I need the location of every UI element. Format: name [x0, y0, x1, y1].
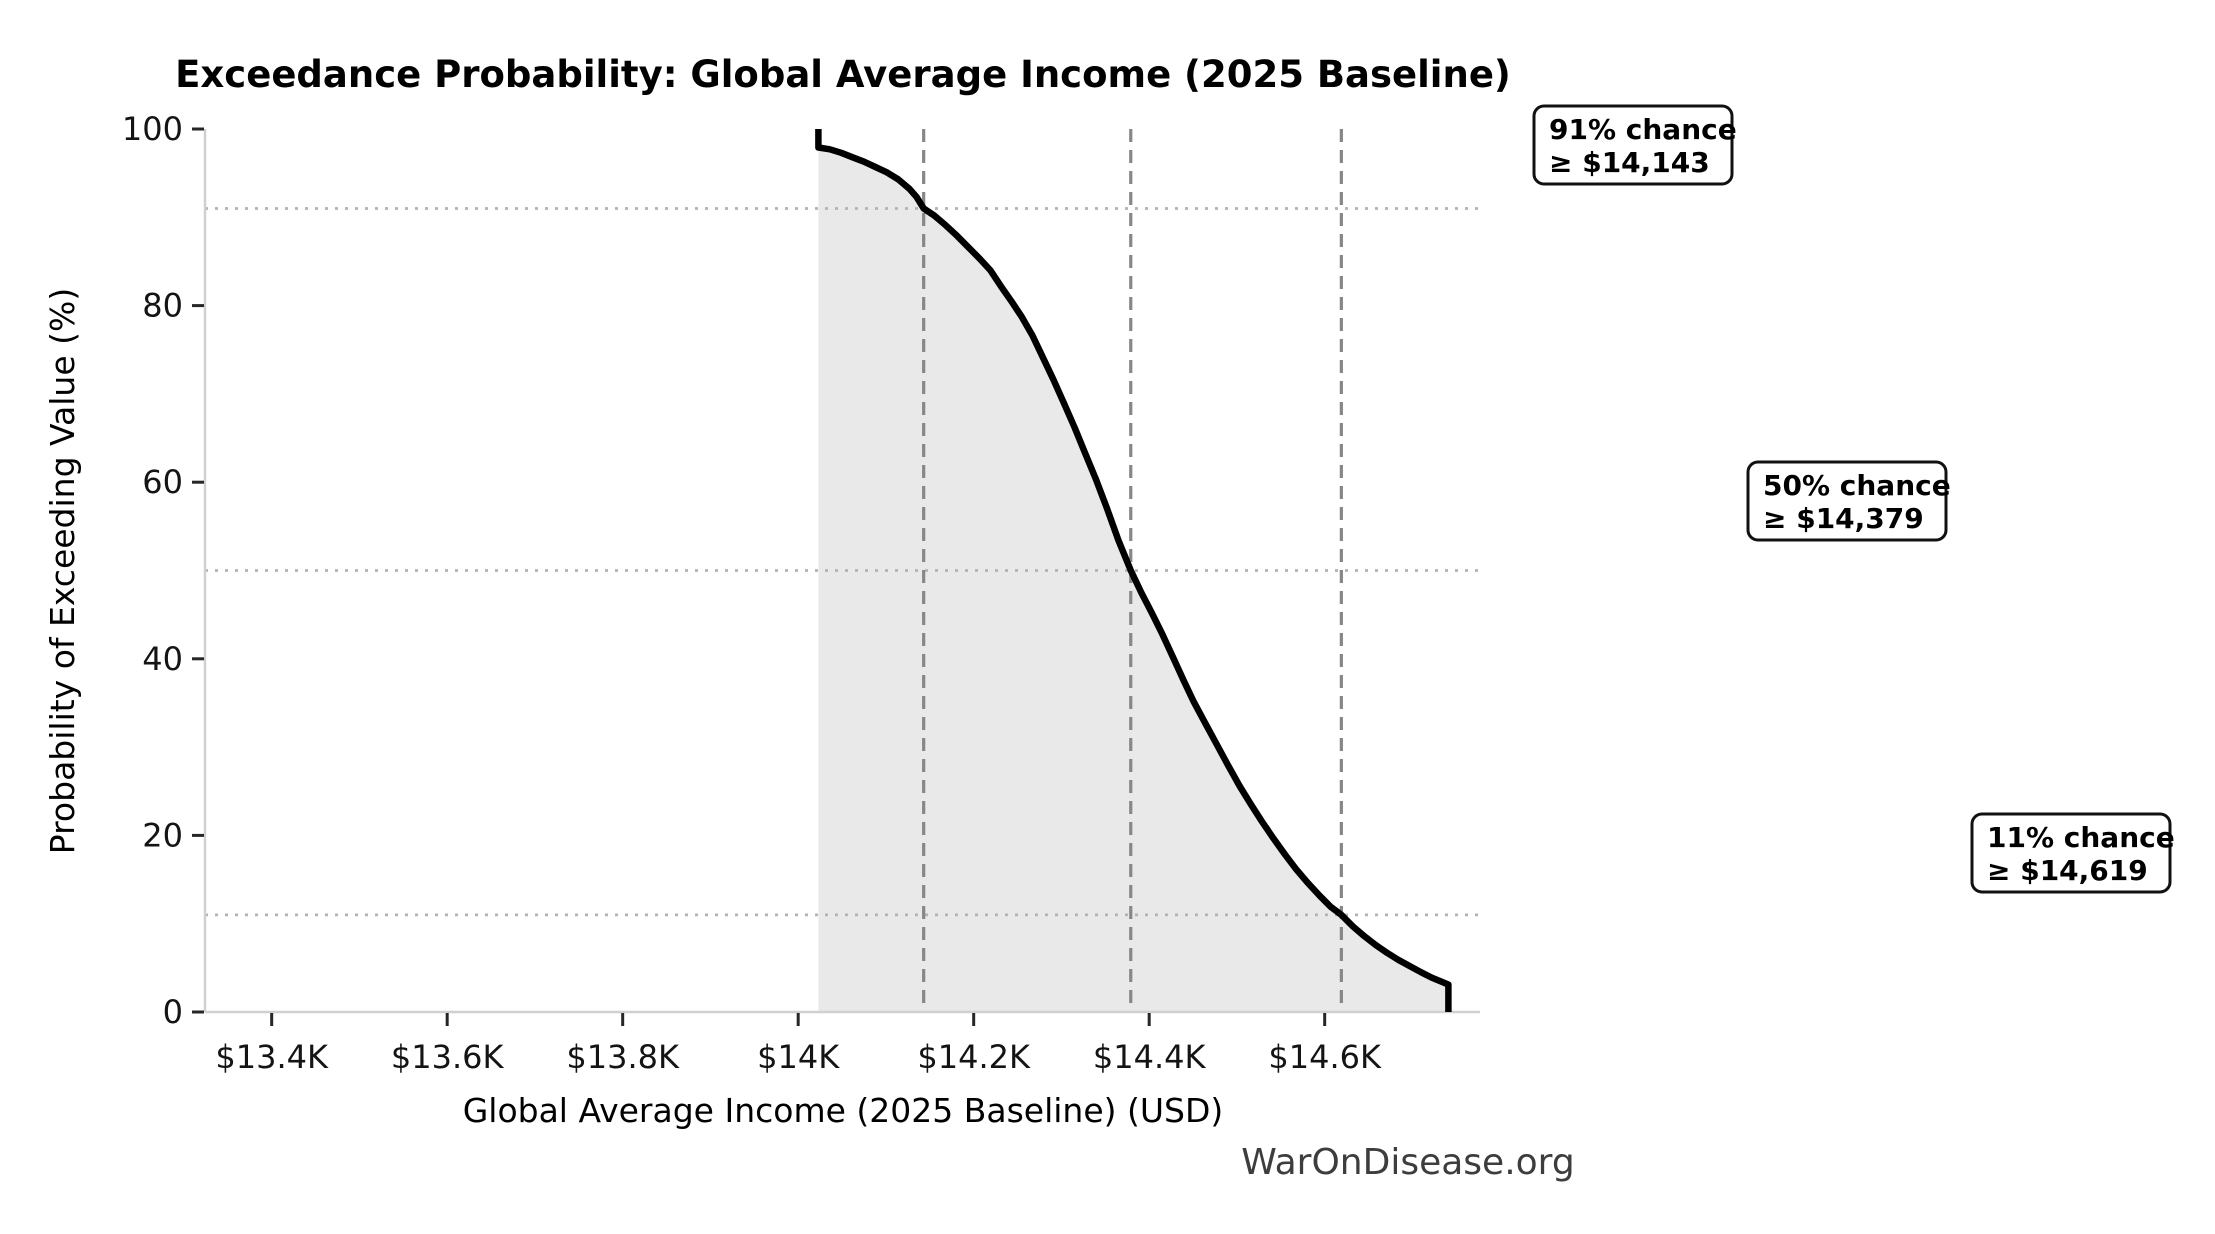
watermark-text: WarOnDisease.org: [1241, 1142, 1574, 1183]
annotation-line1: 91% chance: [1549, 113, 1737, 146]
x-tick-label: $14.4K: [1093, 1038, 1207, 1076]
annotation-box-border: [1532, 104, 1734, 186]
annotations-layer: 91% chance≥ $14,143 50% chance≥ $14,379 11…: [1532, 104, 2175, 894]
y-tick-label: 80: [142, 287, 183, 325]
x-tick-label: $13.4K: [215, 1038, 329, 1076]
x-axis-label: Global Average Income (2025 Baseline) (U…: [463, 1091, 1224, 1130]
annotation-line1: 50% chance: [1763, 469, 1951, 502]
area-fill-layer: [818, 129, 1449, 1012]
x-tick-label: $13.8K: [566, 1038, 680, 1076]
chart-title: Exceedance Probability: Global Average I…: [175, 53, 1511, 96]
y-tick-label: 60: [142, 463, 183, 501]
x-tick-label: $14.6K: [1268, 1038, 1382, 1076]
x-tick-label: $14.2K: [917, 1038, 1031, 1076]
annotation-box-border: [1970, 812, 2172, 894]
exceedance-curve: [815, 129, 1452, 1012]
annotation-line1: 11% chance: [1987, 821, 2175, 854]
x-tick-label: $13.6K: [391, 1038, 505, 1076]
y-tick-label: 40: [142, 640, 183, 678]
annotation-line2: ≥ $14,143: [1549, 146, 1710, 179]
annotation-box-border: [1746, 460, 1948, 542]
annotation-box-3: 11% chance≥ $14,619: [1970, 812, 2175, 894]
annotation-box-2: 50% chance≥ $14,379: [1746, 460, 1951, 542]
annotation-box-1: 91% chance≥ $14,143: [1532, 104, 1737, 186]
area-fill: [818, 129, 1449, 1012]
y-tick-label: 0: [163, 993, 183, 1031]
y-axis-label: Probability of Exceeding Value (%): [43, 288, 82, 854]
y-tick-label: 100: [122, 110, 183, 148]
annotation-line2: ≥ $14,379: [1763, 502, 1924, 535]
annotation-line2: ≥ $14,619: [1987, 854, 2148, 887]
axes-layer: $13.4K $13.6K $13.8K $14K $14.2K $14.4K $14.6K…: [122, 110, 1480, 1076]
x-tick-label: $14K: [757, 1038, 840, 1076]
y-tick-label: 20: [142, 816, 183, 854]
curve-layer: [815, 129, 1452, 1012]
